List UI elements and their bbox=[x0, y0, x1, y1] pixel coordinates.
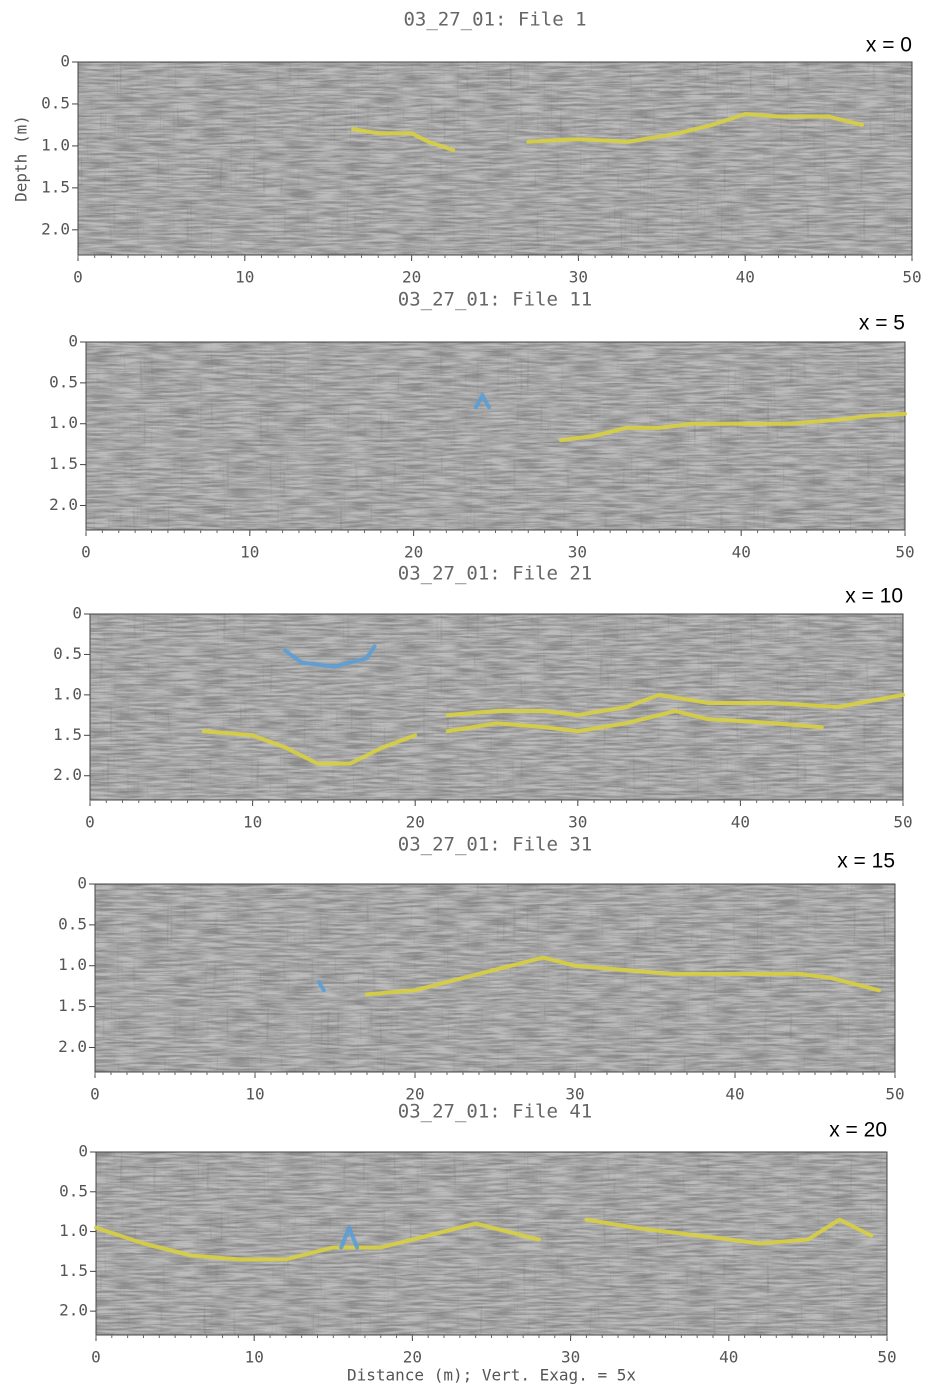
x-tick-label: 10 bbox=[245, 1348, 264, 1367]
y-tick-label: 0.5 bbox=[59, 1181, 88, 1200]
x-tick-label: 0 bbox=[85, 813, 95, 832]
y-tick-label: 2.0 bbox=[49, 495, 78, 514]
chart-title: 03_27_01: File 41 bbox=[398, 1101, 592, 1123]
x-tick-label: 50 bbox=[895, 543, 914, 562]
x-tick-label: 30 bbox=[569, 268, 588, 287]
x-tick-label: 50 bbox=[885, 1085, 904, 1104]
y-tick-label: 0 bbox=[77, 874, 87, 893]
chart-title: 03_27_01: File 11 bbox=[398, 289, 592, 311]
x-tick-label: 40 bbox=[719, 1348, 738, 1367]
horizon-trace bbox=[584, 1217, 874, 1246]
radargram-texture bbox=[95, 884, 895, 1072]
annotation: x = 15 bbox=[837, 850, 895, 873]
y-tick-label: 1.5 bbox=[49, 454, 78, 473]
horizon-trace bbox=[317, 980, 326, 993]
horizon-trace bbox=[339, 1225, 360, 1250]
y-tick-label: 0.5 bbox=[49, 372, 78, 391]
chart-title: 03_27_01: File 1 bbox=[403, 9, 586, 31]
horizon-trace bbox=[473, 393, 491, 410]
x-tick-label: 10 bbox=[235, 268, 254, 287]
y-tick-label: 1.0 bbox=[59, 1221, 88, 1240]
y-tick-label: 0 bbox=[68, 332, 78, 351]
x-tick-label: 30 bbox=[568, 813, 587, 832]
x-tick-label: 0 bbox=[90, 1085, 100, 1104]
x-tick-label: 10 bbox=[240, 543, 259, 562]
y-tick-label: 1.5 bbox=[59, 1261, 88, 1280]
x-tick-label: 30 bbox=[565, 1085, 584, 1104]
horizon-trace bbox=[526, 112, 864, 144]
y-tick-label: 0.5 bbox=[58, 914, 87, 933]
y-tick-label: 0.5 bbox=[53, 644, 82, 663]
y-tick-label: 0 bbox=[60, 52, 70, 71]
y-tick-label: 1.0 bbox=[53, 684, 82, 703]
y-tick-label: 1.5 bbox=[53, 725, 82, 744]
x-tick-label: 50 bbox=[893, 813, 912, 832]
x-tick-label: 40 bbox=[725, 1085, 744, 1104]
y-tick-label: 1.0 bbox=[49, 413, 78, 432]
y-axis-label: Depth (m) bbox=[12, 115, 31, 202]
x-tick-label: 20 bbox=[406, 813, 425, 832]
horizon-trace bbox=[94, 1221, 541, 1262]
y-tick-label: 1.5 bbox=[58, 996, 87, 1015]
y-tick-label: 1.5 bbox=[41, 177, 70, 196]
x-tick-label: 50 bbox=[902, 268, 921, 287]
annotation: x = 10 bbox=[845, 585, 903, 608]
chart-title: 03_27_01: File 31 bbox=[398, 834, 592, 856]
x-tick-label: 50 bbox=[877, 1348, 896, 1367]
x-tick-label: 40 bbox=[736, 268, 755, 287]
y-tick-label: 0.5 bbox=[41, 93, 70, 112]
horizon-trace bbox=[201, 729, 418, 766]
horizon-trace bbox=[445, 709, 824, 734]
x-tick-label: 0 bbox=[73, 268, 83, 287]
x-tick-label: 10 bbox=[243, 813, 262, 832]
radargram-texture bbox=[90, 614, 903, 800]
chart-title: 03_27_01: File 21 bbox=[398, 563, 592, 585]
annotation: x = 0 bbox=[866, 34, 912, 57]
y-tick-label: 0 bbox=[78, 1142, 88, 1161]
x-tick-label: 20 bbox=[405, 1085, 424, 1104]
x-tick-label: 20 bbox=[403, 1348, 422, 1367]
x-tick-label: 10 bbox=[245, 1085, 264, 1104]
y-tick-label: 1.0 bbox=[41, 135, 70, 154]
horizon-trace bbox=[365, 955, 881, 997]
y-tick-label: 2.0 bbox=[59, 1301, 88, 1320]
x-tick-label: 30 bbox=[561, 1348, 580, 1367]
y-tick-label: 1.0 bbox=[58, 955, 87, 974]
x-tick-label: 20 bbox=[402, 268, 421, 287]
annotation: x = 5 bbox=[859, 312, 905, 335]
annotation: x = 20 bbox=[829, 1119, 887, 1142]
x-tick-label: 0 bbox=[81, 543, 91, 562]
y-tick-label: 2.0 bbox=[53, 765, 82, 784]
x-tick-label: 0 bbox=[91, 1348, 101, 1367]
horizon-trace bbox=[351, 127, 456, 153]
x-tick-label: 20 bbox=[404, 543, 423, 562]
y-tick-label: 2.0 bbox=[41, 219, 70, 238]
horizon-trace bbox=[559, 411, 907, 443]
radargram-texture bbox=[86, 342, 905, 530]
y-tick-label: 2.0 bbox=[58, 1037, 87, 1056]
horizon-trace bbox=[283, 644, 377, 669]
x-tick-label: 40 bbox=[731, 813, 750, 832]
x-tick-label: 40 bbox=[732, 543, 751, 562]
radargram-texture bbox=[78, 62, 912, 255]
horizon-trace bbox=[445, 692, 905, 718]
x-tick-label: 30 bbox=[568, 543, 587, 562]
y-tick-label: 0 bbox=[72, 604, 82, 623]
x-axis-label: Distance (m); Vert. Exag. = 5x bbox=[347, 1366, 636, 1385]
